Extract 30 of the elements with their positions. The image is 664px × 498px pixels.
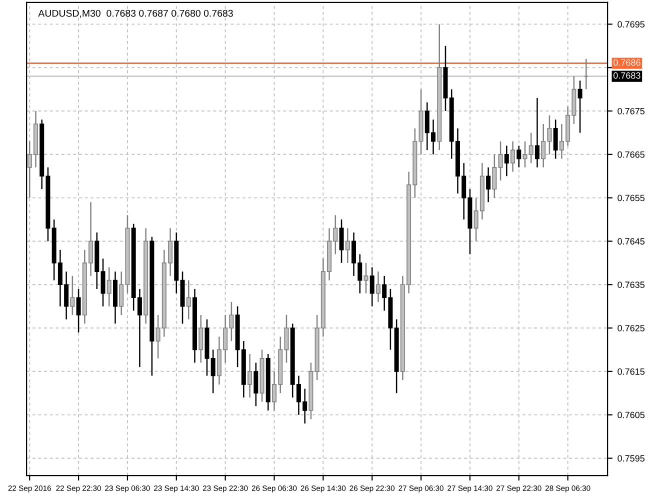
candlestick [254, 362, 258, 407]
candlestick [376, 270, 380, 303]
ref-line-label: 0.7686 [613, 59, 640, 66]
candlestick [510, 140, 516, 172]
y-tick-label: 0.7605 [618, 412, 645, 418]
candlestick [339, 218, 344, 264]
y-tick-label: 0.7625 [618, 324, 645, 332]
candlestick [553, 119, 558, 160]
candlestick [578, 80, 582, 134]
candlestick [498, 140, 503, 182]
candlestick [106, 266, 112, 307]
candlestick [516, 145, 522, 168]
y-tick-label: 0.7655 [618, 194, 645, 202]
ref-line-label: 0.7683 [613, 72, 640, 79]
y-tick-label: 0.7645 [618, 238, 645, 245]
y-tick-label: 0.7675 [618, 108, 645, 114]
y-tick-label: 0.7635 [618, 282, 645, 288]
y-tick-label: 0.7695 [618, 21, 645, 28]
candlestick [534, 97, 540, 168]
candlestick [486, 166, 491, 203]
candlestick [370, 266, 374, 307]
y-tick-label: 0.7595 [618, 455, 645, 462]
y-tick-label: 0.7615 [618, 368, 645, 375]
text: AUDUSD,M30 0.7683 0.7687 0.7680 0.7683 [38, 10, 233, 18]
candlestick [210, 349, 216, 394]
candlestick [76, 288, 81, 333]
candlestick [504, 145, 509, 177]
y-tick-label: 0.7665 [618, 151, 645, 158]
candlestick [248, 353, 252, 398]
candlestick [100, 258, 106, 307]
